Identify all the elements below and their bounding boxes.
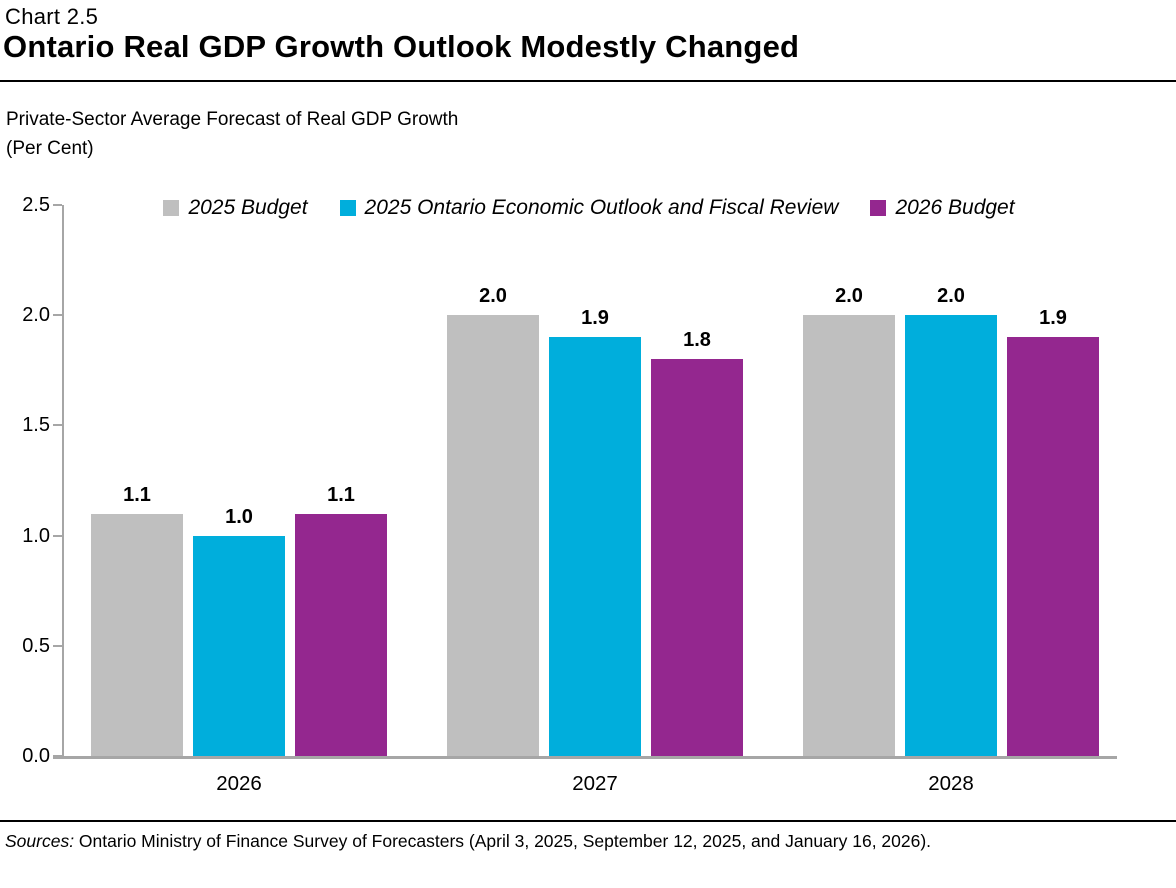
- legend-label: 2025 Budget: [188, 196, 308, 219]
- legend-swatch-icon: [870, 200, 887, 216]
- bar-value-label: 2.0: [835, 285, 863, 308]
- bar-value-label: 1.1: [123, 483, 151, 506]
- bar-value-label: 2.0: [937, 285, 965, 308]
- y-axis-tick-label: 0.5: [22, 634, 50, 657]
- bar-2027-series-0: [447, 315, 539, 756]
- bar-2027-series-1: [549, 337, 641, 756]
- y-axis-tick-label: 2.5: [22, 194, 50, 216]
- y-axis-tick-label: 1.0: [22, 524, 50, 547]
- chart-number: Chart 2.5: [5, 4, 99, 29]
- bar-2027-series-2: [651, 359, 743, 756]
- legend-swatch-icon: [163, 200, 180, 216]
- legend-item-1: 2025 Ontario Economic Outlook and Fiscal…: [339, 196, 839, 220]
- y-axis-tick: [53, 424, 62, 427]
- subtitle-line-1: Private-Sector Average Forecast of Real …: [6, 109, 459, 130]
- subtitle-line-2: (Per Cent): [6, 138, 94, 159]
- y-axis-line: [62, 205, 64, 756]
- bar-value-label: 1.9: [1039, 307, 1067, 330]
- legend-swatch-icon: [339, 200, 356, 216]
- bar-value-label: 1.1: [327, 483, 355, 506]
- sources-note: Sources: Ontario Ministry of Finance Sur…: [5, 831, 931, 852]
- sources-text: Ontario Ministry of Finance Survey of Fo…: [74, 831, 932, 851]
- bar-2028-series-2: [1007, 337, 1099, 756]
- footer-divider: [0, 820, 1176, 822]
- bar-value-label: 1.0: [225, 505, 253, 528]
- y-axis-tick-label: 2.0: [22, 304, 50, 327]
- bar-value-label: 1.9: [581, 307, 609, 330]
- x-axis-label-2027: 2027: [572, 772, 618, 795]
- bar-value-label: 1.8: [683, 329, 711, 352]
- title-divider: [0, 80, 1176, 82]
- bar-2026-series-1: [193, 535, 285, 756]
- y-axis-tick-label: 1.5: [22, 414, 50, 437]
- y-axis-tick: [53, 314, 62, 317]
- x-axis-label-2028: 2028: [928, 772, 974, 795]
- bar-2026-series-0: [91, 513, 183, 756]
- plot-area: 1.1 1.0 1.1 2.0 1.9 1.8 2.0 2.0 1.9: [62, 205, 1116, 756]
- legend-item-2: 2026 Budget: [870, 196, 1015, 220]
- y-axis-tick: [53, 204, 62, 206]
- legend-item-0: 2025 Budget: [163, 196, 308, 220]
- y-axis-tick: [53, 644, 62, 647]
- bar-2026-series-2: [295, 513, 387, 756]
- bar-value-label: 2.0: [479, 285, 507, 308]
- x-axis-label-2026: 2026: [216, 772, 262, 795]
- legend-label: 2026 Budget: [895, 196, 1015, 219]
- chart-subtitle: Private-Sector Average Forecast of Real …: [6, 105, 458, 163]
- x-axis-line: [53, 756, 1117, 759]
- y-axis-tick: [53, 534, 62, 537]
- legend-label: 2025 Ontario Economic Outlook and Fiscal…: [364, 196, 839, 219]
- y-axis-tick: [53, 755, 62, 757]
- bar-2028-series-0: [803, 315, 895, 756]
- y-axis-tick-label: 0.0: [22, 745, 50, 767]
- page-title: Ontario Real GDP Growth Outlook Modestly…: [3, 29, 800, 64]
- sources-label: Sources:: [5, 831, 75, 851]
- chart-legend: 2025 Budget 2025 Ontario Economic Outlook…: [62, 196, 1116, 220]
- bar-2028-series-1: [905, 315, 997, 756]
